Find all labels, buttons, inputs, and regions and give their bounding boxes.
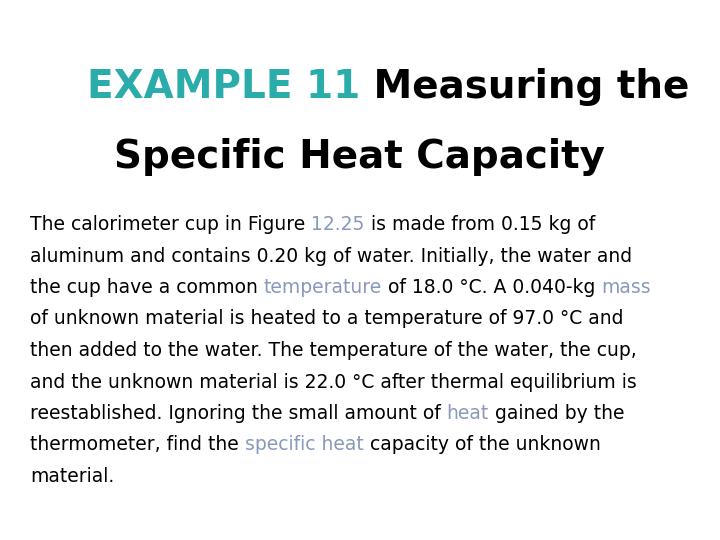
Text: reestablished. Ignoring the small amount of: reestablished. Ignoring the small amount…	[30, 404, 446, 423]
Text: mass: mass	[601, 278, 651, 297]
Text: The calorimeter cup in Figure: The calorimeter cup in Figure	[30, 215, 311, 234]
Text: temperature: temperature	[264, 278, 382, 297]
Text: EXAMPLE 11: EXAMPLE 11	[86, 68, 360, 106]
Text: thermometer, find the: thermometer, find the	[30, 435, 245, 455]
Text: capacity of the unknown: capacity of the unknown	[364, 435, 600, 455]
Text: material.: material.	[30, 467, 114, 486]
Text: and the unknown material is 22.0 °C after thermal equilibrium is: and the unknown material is 22.0 °C afte…	[30, 373, 636, 392]
Text: of unknown material is heated to a temperature of 97.0 °C and: of unknown material is heated to a tempe…	[30, 309, 624, 328]
Text: gained by the: gained by the	[489, 404, 624, 423]
Text: Specific Heat Capacity: Specific Heat Capacity	[114, 138, 606, 176]
Text: 12.25: 12.25	[311, 215, 364, 234]
Text: Measuring the: Measuring the	[360, 68, 689, 106]
Text: specific heat: specific heat	[245, 435, 364, 455]
Text: aluminum and contains 0.20 kg of water. Initially, the water and: aluminum and contains 0.20 kg of water. …	[30, 246, 632, 266]
Text: is made from 0.15 kg of: is made from 0.15 kg of	[364, 215, 595, 234]
Text: then added to the water. The temperature of the water, the cup,: then added to the water. The temperature…	[30, 341, 636, 360]
Text: the cup have a common: the cup have a common	[30, 278, 264, 297]
Text: heat: heat	[446, 404, 489, 423]
Text: of 18.0 °C. A 0.040-kg: of 18.0 °C. A 0.040-kg	[382, 278, 601, 297]
